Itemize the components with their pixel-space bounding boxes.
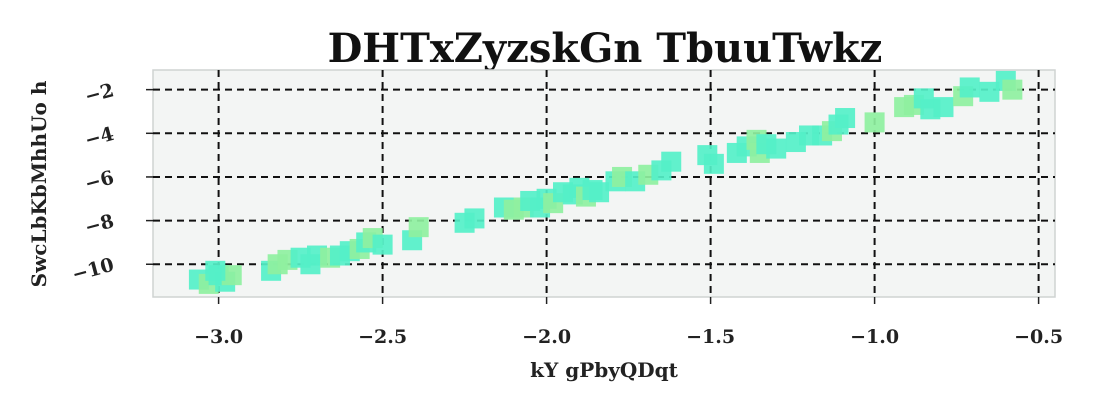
- x-tick-label: −2.5: [358, 326, 407, 348]
- data-point: [933, 97, 954, 118]
- data-point: [864, 112, 885, 133]
- y-tick-label: −10: [70, 254, 117, 286]
- data-point: [766, 138, 787, 159]
- data-point: [835, 108, 856, 129]
- x-axis-label: kY gPbyQDqt: [530, 358, 678, 382]
- x-axis-ticks: −3.0 −2.5 −2.0 −1.5 −1.0 −0.5: [194, 297, 1063, 348]
- y-tick-label: −2: [82, 79, 116, 108]
- data-point: [959, 77, 980, 98]
- data-point: [703, 153, 724, 174]
- chart-title: DHTxZyzskGn TbuuTwkz: [328, 25, 883, 72]
- y-tick-label: −6: [82, 167, 116, 196]
- data-point: [408, 217, 429, 238]
- x-tick-label: −0.5: [1014, 326, 1063, 348]
- y-tick-label: −4: [82, 123, 116, 152]
- x-tick-label: −3.0: [194, 326, 243, 348]
- x-tick-label: −2.0: [522, 326, 571, 348]
- x-tick-label: −1.5: [686, 326, 735, 348]
- data-point: [205, 260, 226, 281]
- data-point: [221, 265, 242, 286]
- y-axis-ticks: −2 −4 −6 −8 −10: [70, 79, 153, 286]
- data-point: [661, 151, 682, 172]
- data-point: [1002, 79, 1023, 100]
- data-point: [372, 234, 393, 255]
- data-points: [188, 70, 1023, 294]
- data-point: [464, 208, 485, 229]
- y-tick-label: −8: [82, 210, 116, 239]
- data-point: [979, 81, 1000, 102]
- data-point: [589, 182, 610, 203]
- x-tick-label: −1.0: [850, 326, 899, 348]
- y-axis-label: SwcLbKbMhhUo h: [27, 80, 51, 287]
